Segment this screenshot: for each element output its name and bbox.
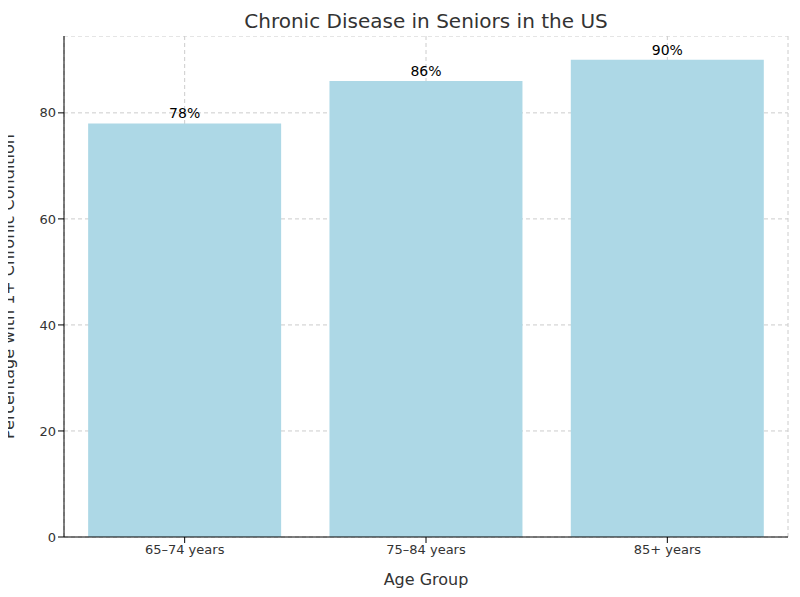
svg-text:Percentage with 1+ Chronic Con: Percentage with 1+ Chronic Condition xyxy=(8,134,18,439)
svg-text:90%: 90% xyxy=(652,42,683,58)
svg-text:Age Group: Age Group xyxy=(384,570,469,589)
svg-text:65–74 years: 65–74 years xyxy=(145,542,225,557)
svg-text:85+ years: 85+ years xyxy=(634,542,702,557)
svg-text:75–84 years: 75–84 years xyxy=(386,542,466,557)
svg-text:20: 20 xyxy=(39,424,56,439)
svg-text:0: 0 xyxy=(48,530,56,545)
svg-text:60: 60 xyxy=(39,212,56,227)
html-text:Chronic Disease in Seniors in: Chronic Disease in Seniors in the US xyxy=(244,9,608,33)
svg-text:40: 40 xyxy=(39,318,56,333)
svg-text:78%: 78% xyxy=(169,105,200,121)
svg-text:80: 80 xyxy=(39,105,56,120)
svg-text:86%: 86% xyxy=(410,63,441,79)
